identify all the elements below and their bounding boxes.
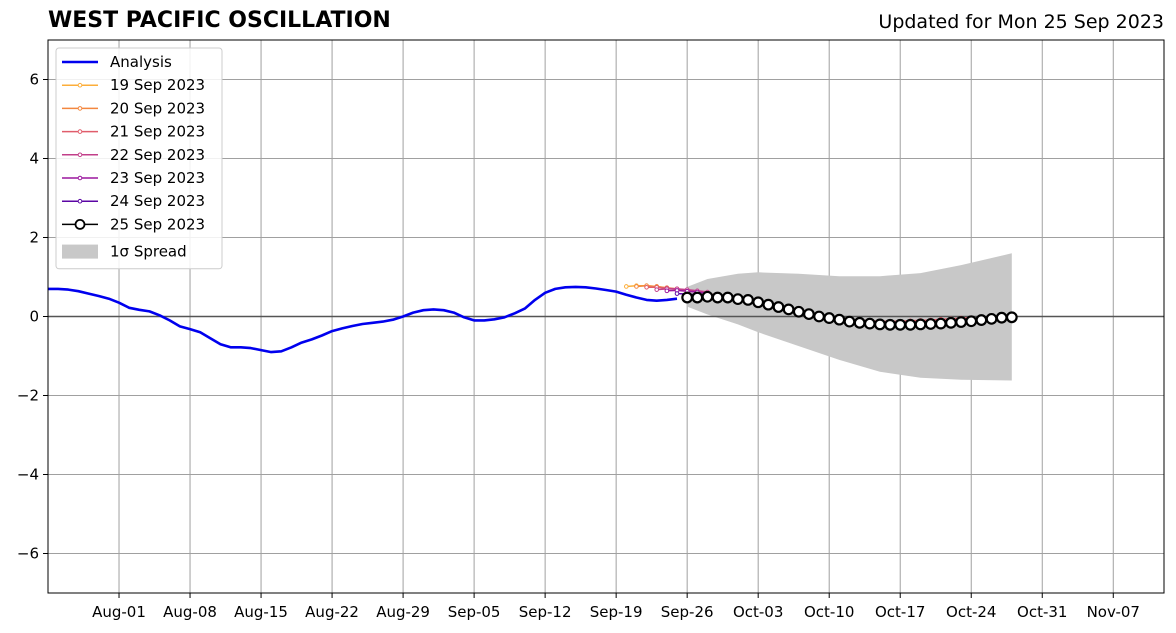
data-point — [691, 291, 704, 304]
x-tick-label: Sep-12 — [519, 603, 572, 621]
x-tick-label: Aug-29 — [376, 603, 430, 621]
data-point — [955, 316, 967, 328]
x-tick-label: Aug-01 — [92, 603, 146, 621]
series-25-sep-2023 — [681, 290, 1018, 331]
legend-marker — [77, 129, 83, 134]
data-point — [762, 298, 775, 311]
data-point — [634, 284, 639, 289]
legend-marker — [74, 218, 86, 230]
data-point — [664, 288, 670, 294]
data-point — [945, 316, 957, 329]
data-point — [853, 316, 866, 329]
data-point — [823, 312, 836, 324]
x-tick-label: Oct-24 — [946, 603, 996, 621]
legend-swatch-spread — [62, 244, 98, 259]
data-point — [681, 291, 694, 304]
legend-label: 21 Sep 2023 — [110, 123, 205, 141]
data-point — [894, 318, 907, 331]
x-tick-label: Oct-03 — [733, 603, 783, 621]
data-point — [863, 317, 876, 330]
x-tick-label: Aug-15 — [234, 603, 288, 621]
data-point — [904, 318, 917, 331]
data-point — [914, 318, 927, 331]
data-point — [742, 294, 754, 306]
legend-marker — [77, 106, 83, 111]
y-tick-label: −2 — [17, 387, 39, 405]
series-lines — [48, 283, 1018, 354]
chart-subtitle: Updated for Mon 25 Sep 2023 — [878, 11, 1164, 33]
series-line — [48, 285, 678, 354]
data-point — [813, 310, 825, 323]
data-point — [985, 312, 998, 325]
data-point — [654, 287, 660, 292]
legend-label: 19 Sep 2023 — [110, 76, 205, 94]
data-point — [782, 303, 795, 316]
y-tick-label: 2 — [29, 229, 39, 247]
y-tick-label: 0 — [29, 308, 39, 326]
data-point — [874, 318, 886, 331]
y-tick-label: 4 — [29, 150, 39, 168]
data-point — [731, 293, 744, 306]
data-point — [833, 313, 846, 326]
data-point — [623, 284, 629, 289]
x-tick-label: Nov-07 — [1087, 603, 1140, 621]
legend-label: 25 Sep 2023 — [110, 215, 205, 233]
x-tick-label: Aug-22 — [305, 603, 359, 621]
legend-label: 22 Sep 2023 — [110, 146, 205, 164]
legend-marker — [77, 82, 83, 88]
y-tick-label: −4 — [17, 466, 39, 484]
data-point — [721, 291, 734, 304]
data-point — [1005, 311, 1018, 324]
data-point — [965, 315, 978, 328]
legend-box — [55, 47, 223, 270]
x-tick-label: Oct-10 — [804, 603, 854, 621]
data-point — [752, 296, 765, 309]
x-tick-label: Oct-31 — [1017, 603, 1067, 621]
x-tick-label: Aug-08 — [163, 603, 217, 621]
legend-label: 23 Sep 2023 — [110, 169, 205, 187]
y-tick-label: −6 — [17, 545, 39, 563]
data-point — [772, 301, 785, 313]
series-analysis — [48, 285, 678, 354]
data-point — [792, 305, 805, 318]
legend-label: 1σ Spread — [110, 243, 187, 261]
data-point — [711, 291, 724, 304]
legend-marker — [77, 198, 83, 204]
legend-label: Analysis — [110, 53, 172, 71]
x-tick-label: Sep-05 — [448, 603, 501, 621]
data-point — [924, 318, 937, 330]
x-tick-label: Sep-19 — [590, 603, 643, 621]
legend-label: 20 Sep 2023 — [110, 99, 205, 117]
data-point — [843, 315, 856, 328]
y-tick-label: 6 — [29, 71, 39, 89]
chart-title: WEST PACIFIC OSCILLATION — [48, 8, 391, 33]
data-point — [674, 291, 680, 296]
x-tick-label: Oct-17 — [875, 603, 925, 621]
data-point — [644, 284, 649, 290]
data-point — [934, 317, 947, 330]
legend: Analysis 19 Sep 2023 20 Sep 2023 21 Sep 202… — [55, 47, 223, 270]
legend-marker — [77, 175, 83, 181]
legend-label: 24 Sep 2023 — [110, 192, 205, 210]
axes: Aug-01 Aug-08 Aug-15 Aug-22 Aug-29 Sep-05 Sep-… — [17, 39, 1165, 621]
data-point — [975, 314, 988, 326]
legend-marker — [77, 152, 83, 158]
data-point — [884, 318, 896, 331]
data-point — [803, 308, 815, 321]
data-point — [995, 311, 1008, 324]
x-tick-label: Sep-26 — [661, 603, 714, 621]
data-point — [701, 290, 714, 303]
